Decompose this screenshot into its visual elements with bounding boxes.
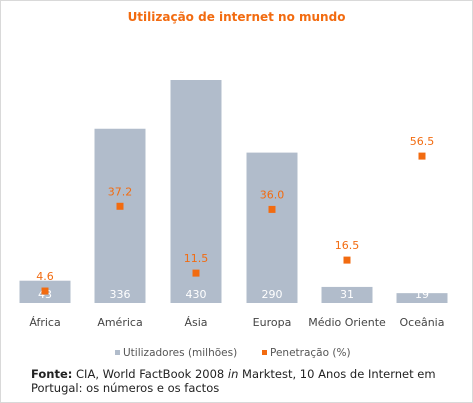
penetration-label-4: 36.0 xyxy=(260,188,285,201)
bar-4 xyxy=(246,152,298,303)
bar-5 xyxy=(321,286,373,303)
bar-3 xyxy=(170,80,222,303)
category-label-6: Oceânia xyxy=(400,316,445,329)
bar-value-label-6: 19 xyxy=(415,288,429,301)
chart-title: Utilização de internet no mundo xyxy=(127,10,346,24)
bar-value-label-3: 430 xyxy=(186,288,207,301)
bar-2 xyxy=(94,128,146,303)
category-label-1: África xyxy=(29,316,60,329)
source-text-2: Marktest, 10 Anos de Internet em Portuga… xyxy=(31,367,436,395)
source-note: Fonte: CIA, World FactBook 2008 in Markt… xyxy=(31,367,451,395)
penetration-point-4 xyxy=(268,205,276,213)
penetration-point-2 xyxy=(116,202,124,210)
penetration-label-3: 11.5 xyxy=(184,252,209,265)
penetration-label-6: 56.5 xyxy=(410,135,435,148)
legend-swatch-bars xyxy=(115,350,120,355)
source-italic: in xyxy=(227,367,239,381)
penetration-point-1 xyxy=(41,287,49,295)
penetration-point-6 xyxy=(418,152,426,160)
source-text-1: CIA, World FactBook 2008 xyxy=(72,367,228,381)
category-label-4: Europa xyxy=(253,316,292,329)
bar-value-label-5: 31 xyxy=(340,288,354,301)
penetration-point-5 xyxy=(343,256,351,264)
legend-label-bars: Utilizadores (milhões) xyxy=(123,347,237,359)
category-label-3: Ásia xyxy=(184,316,207,329)
penetration-point-3 xyxy=(192,269,200,277)
source-label: Fonte: xyxy=(31,367,73,381)
bar-6 xyxy=(396,293,448,303)
penetration-label-2: 37.2 xyxy=(108,185,133,198)
category-label-5: Médio Oriente xyxy=(308,316,386,329)
legend-swatch-penetration xyxy=(262,350,267,355)
category-label-2: América xyxy=(97,316,142,329)
bar-value-label-2: 336 xyxy=(110,288,131,301)
legend-label-penetration: Penetração (%) xyxy=(270,347,351,359)
bar-value-label-4: 290 xyxy=(262,288,283,301)
penetration-label-1: 4.6 xyxy=(36,270,54,283)
penetration-label-5: 16.5 xyxy=(335,239,360,252)
